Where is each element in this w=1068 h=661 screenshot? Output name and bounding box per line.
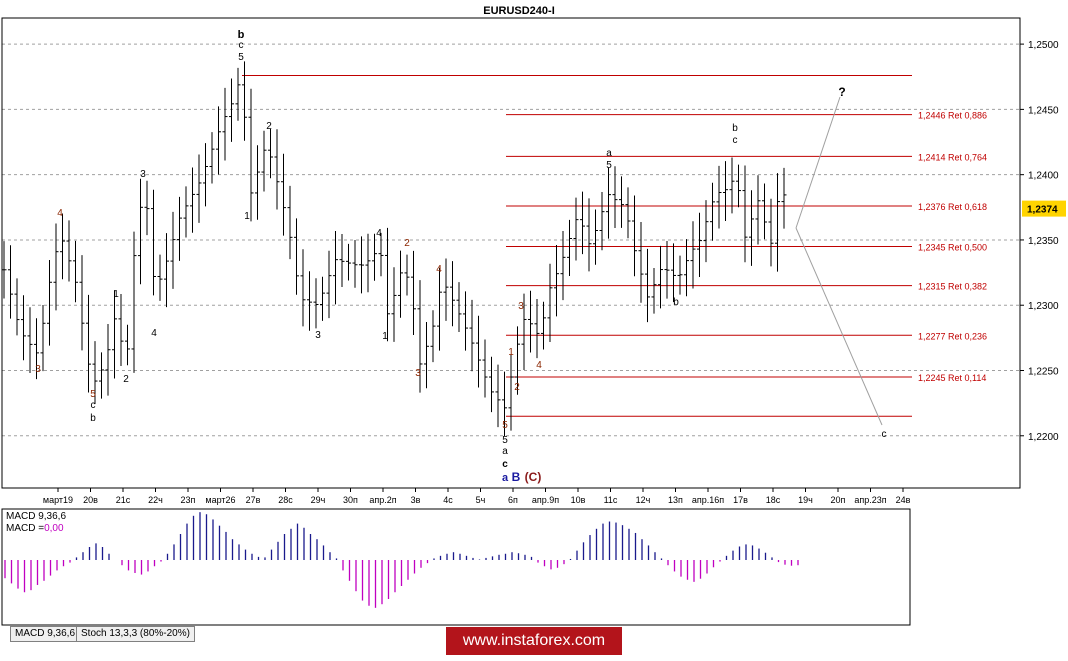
wave-label: c — [91, 400, 96, 411]
x-tick-label: 22ч — [148, 495, 163, 505]
x-tick-label: 5ч — [476, 495, 486, 505]
x-tick-label: 27в — [246, 495, 261, 505]
wave-label: 3 — [140, 169, 146, 180]
wave-label: 4 — [436, 264, 442, 275]
wave-label: 5 — [502, 435, 508, 446]
y-tick-label: 1,2450 — [1028, 105, 1059, 116]
wave-label: ? — [838, 85, 845, 99]
macd-plot-frame — [1, 508, 911, 626]
x-tick-label: 20п — [831, 495, 846, 505]
x-tick-label: апр.2п — [369, 495, 396, 505]
macd-name-label: MACD 9,36,6 — [6, 511, 66, 522]
stoch-tab[interactable]: Stoch 13,3,3 (80%-20%) — [76, 626, 195, 642]
y-tick-label: 1,2350 — [1028, 236, 1059, 247]
x-tick-label: 11с — [604, 495, 618, 505]
y-tick-label: 1,2250 — [1028, 367, 1059, 378]
wave-label: 2 — [404, 238, 410, 249]
y-tick-label: 1,2200 — [1028, 432, 1059, 443]
x-tick-label: март26 — [205, 495, 235, 505]
fib-level-label: 1,2245 Ret 0,114 — [918, 373, 986, 383]
x-tick-label: апр.16п — [692, 495, 724, 505]
wave-label: 2 — [266, 121, 272, 132]
wave-label: 5 — [238, 52, 244, 63]
x-tick-label: 6п — [508, 495, 518, 505]
wave-label: a — [502, 446, 508, 457]
main-plot-frame — [1, 17, 1021, 489]
wave-label: c — [882, 429, 887, 440]
fib-level-label: 1,2376 Ret 0,618 — [918, 202, 987, 212]
projection-down-line — [795, 227, 883, 426]
x-tick-label: 12ч — [636, 495, 651, 505]
fib-level-label: 1,2315 Ret 0,382 — [918, 282, 987, 292]
x-tick-label: 17в — [733, 495, 748, 505]
wave-label: 3 — [315, 330, 321, 341]
x-tick-label: 21с — [116, 495, 131, 505]
wave-label: 5 — [502, 420, 508, 431]
y-tick-label: 1,2500 — [1028, 40, 1059, 51]
macd-tab[interactable]: MACD 9,36,6 — [10, 626, 81, 642]
wave-label: 4 — [57, 208, 63, 219]
x-tick-label: 4с — [443, 495, 453, 505]
x-tick-label: апр.9п — [532, 495, 559, 505]
x-tick-label: 20в — [83, 495, 98, 505]
chart-title: EURUSD240-I — [483, 5, 555, 17]
x-tick-label: 3в — [411, 495, 421, 505]
wave-label: b — [732, 123, 738, 134]
wave-label: 4 — [376, 228, 382, 239]
wave-label: 4 — [151, 328, 157, 339]
x-tick-label: 29ч — [311, 495, 326, 505]
x-tick-label: 10в — [571, 495, 586, 505]
x-tick-label: 24в — [896, 495, 911, 505]
x-tick-label: 13п — [668, 495, 683, 505]
wave-label: c — [502, 459, 508, 470]
wave-label: 3 — [35, 364, 41, 375]
current-price-label: 1,2374 — [1027, 205, 1058, 216]
fib-level-label: 1,2446 Ret 0,886 — [918, 111, 987, 121]
current-price-tag — [1022, 200, 1066, 217]
x-tick-label: 19ч — [798, 495, 813, 505]
fib-level-label: 1,2345 Ret 0,500 — [918, 242, 987, 252]
fib-level-label: 1,2277 Ret 0,236 — [918, 331, 987, 341]
wave-label: c — [239, 40, 244, 51]
wave-label-big-b: B — [512, 470, 521, 484]
wave-label: 5 — [90, 389, 96, 400]
wave-label: 1 — [113, 289, 119, 300]
wave-label: c — [733, 135, 738, 146]
x-tick-label: 28с — [278, 495, 293, 505]
wave-label: 2 — [123, 374, 129, 385]
wave-label: 4 — [536, 360, 542, 371]
wave-label: 3 — [518, 301, 524, 312]
x-tick-label: 30п — [343, 495, 358, 505]
y-tick-label: 1,2400 — [1028, 171, 1059, 182]
wave-label: b — [238, 29, 245, 41]
x-tick-label: 23п — [181, 495, 196, 505]
wave-label: 2 — [514, 382, 520, 393]
y-tick-label: 1,2300 — [1028, 301, 1059, 312]
wave-label: b — [673, 297, 679, 308]
watermark: www.instaforex.com — [446, 627, 622, 655]
wave-label: a — [606, 148, 612, 159]
wave-label: 3 — [415, 368, 421, 379]
wave-label: 1 — [382, 331, 388, 342]
fib-level-label: 1,2414 Ret 0,764 — [918, 152, 987, 162]
x-tick-label: 18с — [766, 495, 781, 505]
wave-label-big-c: (C) — [525, 470, 542, 484]
wave-label: 1 — [244, 211, 250, 222]
wave-label: b — [90, 413, 96, 424]
macd-value-label: MACD =0,00 — [6, 523, 64, 534]
x-tick-label: март19 — [43, 495, 73, 505]
wave-label: 1 — [508, 347, 514, 358]
projection-up-line — [795, 96, 841, 229]
wave-label-big-a: a — [502, 472, 509, 484]
x-tick-label: апр.23п — [854, 495, 886, 505]
wave-label: 5 — [606, 160, 612, 171]
